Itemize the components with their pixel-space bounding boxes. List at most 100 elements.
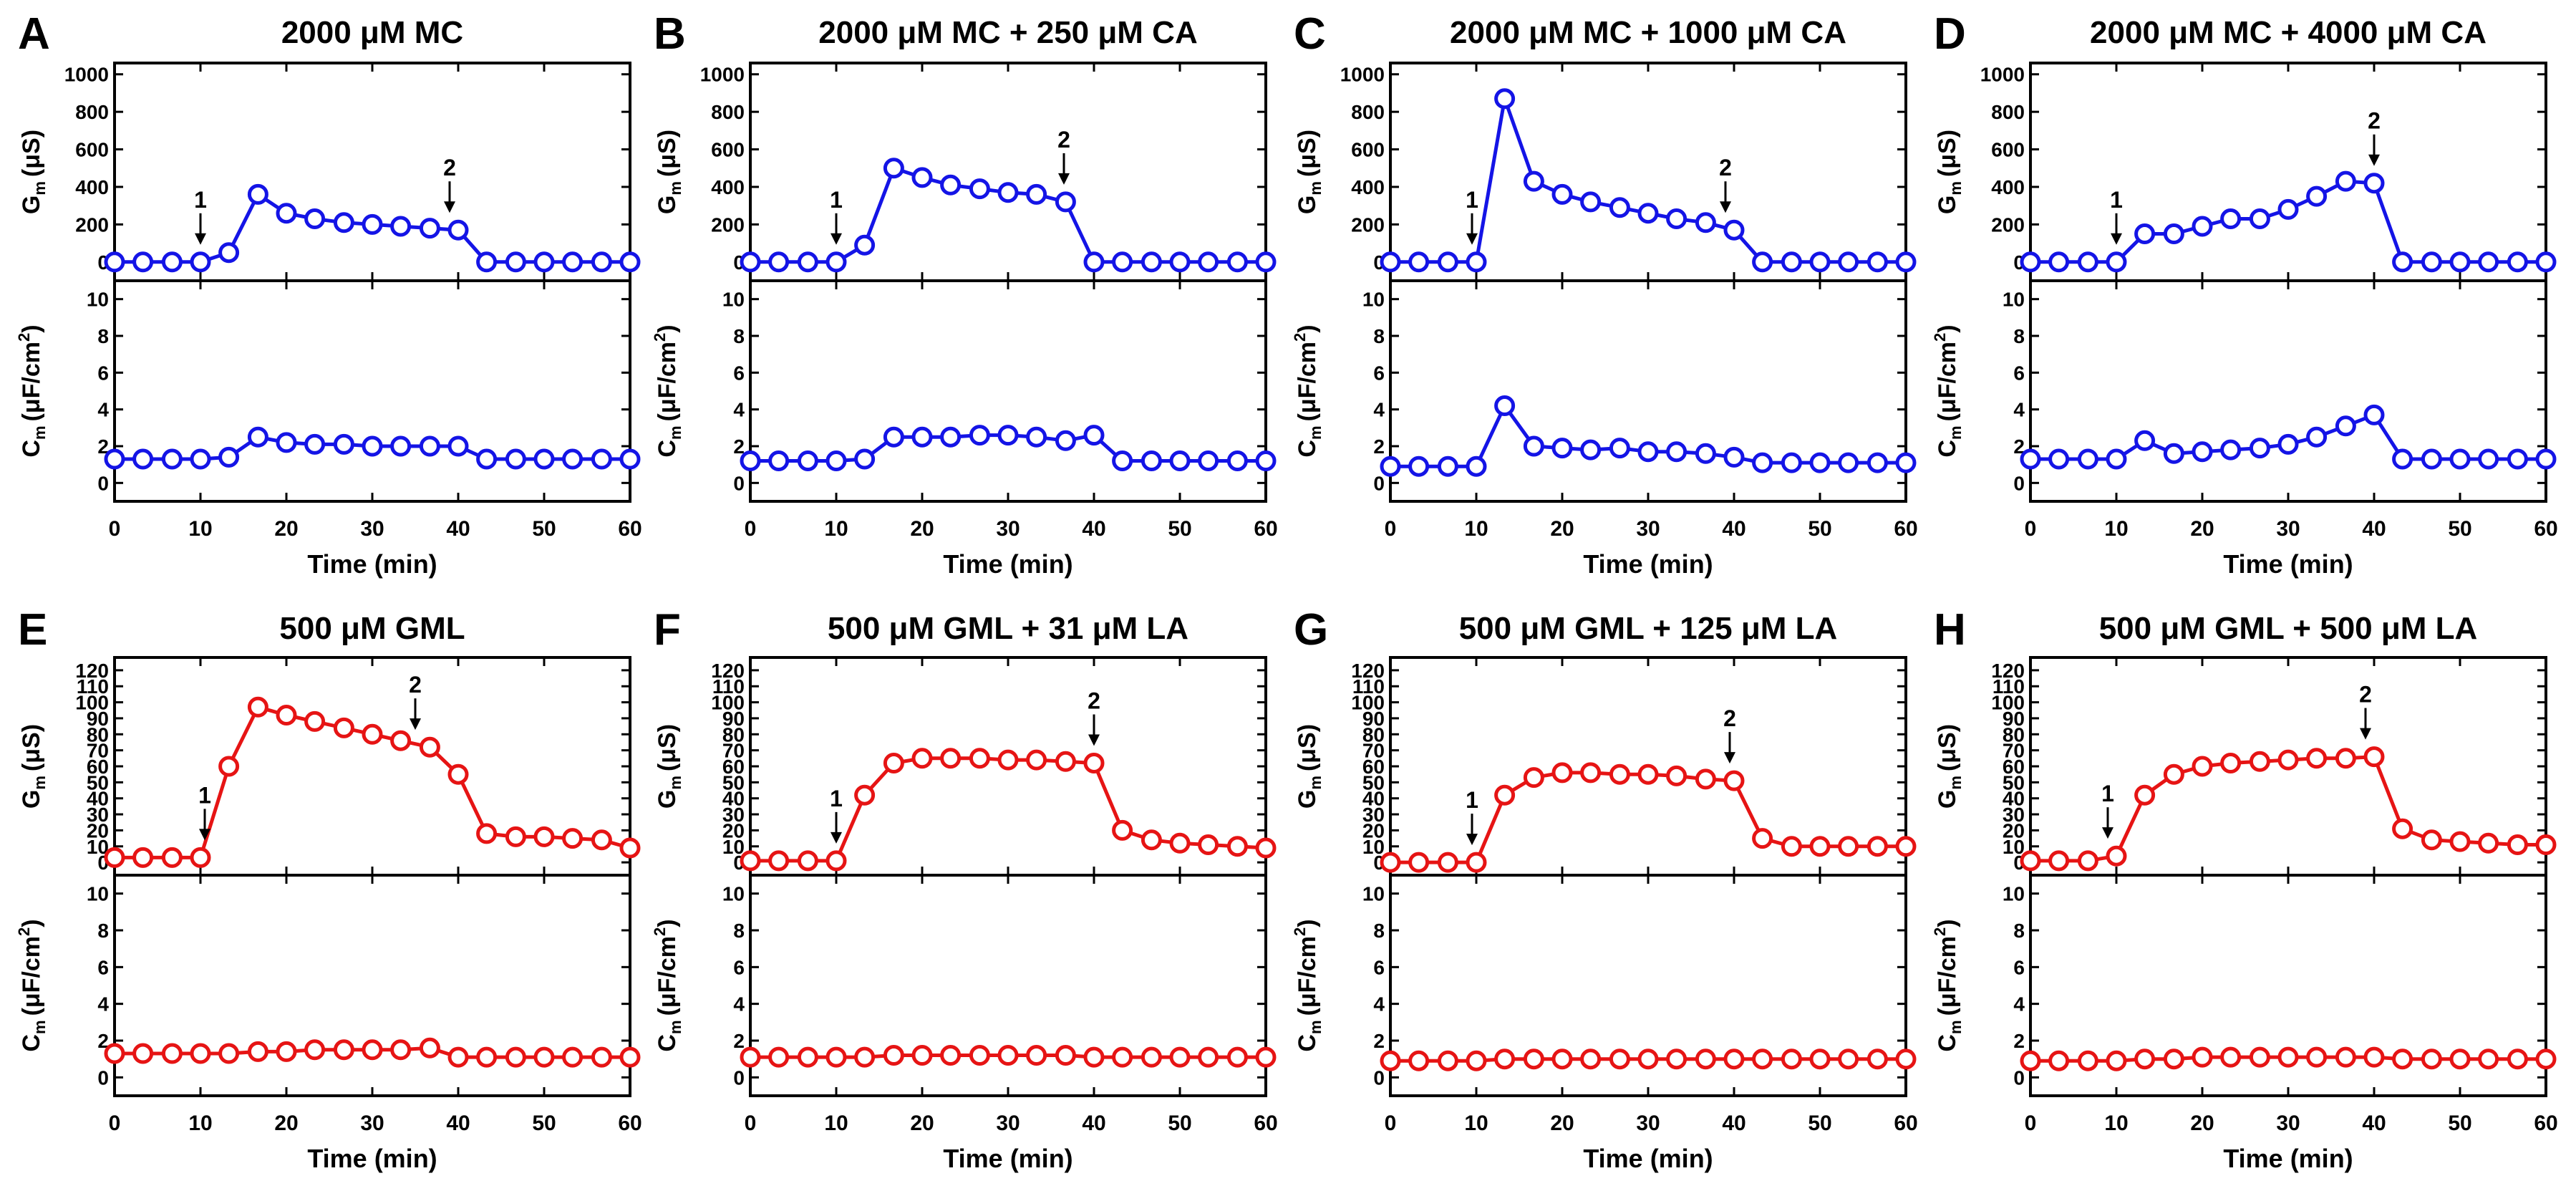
top-data-point (276, 203, 297, 224)
bottom-data-point (2392, 448, 2413, 470)
bottom-data-point (2192, 1046, 2213, 1068)
panel-letter: G (1294, 605, 1328, 655)
bottom-y-tick-label: 10 (722, 883, 745, 905)
bottom-data-point (2421, 448, 2442, 470)
bottom-data-point (1112, 450, 1133, 471)
top-y-label-sub: m (31, 776, 49, 790)
top-data-point (247, 696, 268, 718)
bottom-data-point (1169, 1046, 1191, 1068)
bottom-data-point (1637, 441, 1659, 463)
top-data-point (1226, 251, 1248, 273)
x-axis-label: Time (min) (1583, 1144, 1713, 1173)
bottom-y-label-close: ) (1934, 324, 1961, 332)
top-data-point (2249, 208, 2270, 229)
top-data-point (1226, 836, 1248, 857)
top-data-point (1523, 170, 1544, 192)
x-tick-label: 40 (1082, 517, 1105, 541)
bottom-y-label-close: ) (1294, 324, 1321, 332)
bottom-data-point (304, 1039, 326, 1061)
x-tick-label: 50 (1808, 517, 1831, 541)
bottom-data-point (1026, 1045, 1047, 1066)
bottom-data-point (740, 450, 761, 471)
bottom-y-axis-label: Cm (μF/cm2) (1291, 324, 1325, 457)
bottom-data-point (2277, 1046, 2299, 1068)
top-y-tick-label: 400 (75, 176, 109, 198)
top-data-point (132, 847, 154, 868)
bottom-y-label-unit: (μF/cm (1294, 936, 1321, 1016)
top-x-axis (1389, 63, 1907, 281)
bottom-data-point (1198, 1046, 1219, 1068)
top-data-point (2478, 832, 2499, 854)
top-data-point (1695, 768, 1716, 790)
x-tick-label: 60 (618, 517, 641, 541)
bottom-data-point (940, 426, 962, 448)
annotation-label: 2 (1057, 127, 1070, 153)
bottom-data-point (1408, 455, 1430, 477)
top-data-point (390, 216, 412, 237)
x-tick-label: 0 (745, 1112, 757, 1135)
top-y-tick-label: 90 (722, 708, 745, 730)
bottom-data-point (1226, 450, 1248, 471)
top-data-point (2249, 751, 2270, 772)
top-x-axis (749, 63, 1267, 281)
top-data-point (2077, 251, 2098, 273)
bottom-y-tick-label: 6 (2013, 362, 2025, 384)
top-data-point (1637, 763, 1659, 785)
bottom-data-point (2020, 1050, 2041, 1071)
top-y-tick-label: 50 (87, 771, 109, 794)
annotation-arrowhead (199, 829, 210, 841)
top-data-point (190, 251, 211, 273)
chart-panel-g: G 500 μM GML + 125 μM LA01020304050607080… (1291, 605, 1918, 1173)
bottom-data-point (2163, 443, 2184, 464)
bottom-data-point (1809, 452, 1831, 473)
bottom-data-point (1169, 450, 1191, 471)
x-tick-label: 0 (1385, 517, 1397, 541)
bottom-data-point (2249, 1046, 2270, 1068)
bottom-y-tick-label: 8 (1373, 920, 1385, 942)
top-y-tick-label: 800 (1991, 101, 2025, 123)
top-data-point (1781, 836, 1802, 857)
top-data-point (2163, 763, 2184, 785)
bottom-y-axis: 0 2 4 6 8 10 (1362, 289, 1906, 494)
bottom-data-point (1838, 452, 1859, 473)
x-tick-label: 0 (109, 1112, 121, 1135)
bottom-y-tick-label: 2 (1373, 1030, 1385, 1052)
bottom-y-tick-label: 8 (733, 325, 745, 347)
top-data-point (1895, 251, 1917, 273)
x-axis-label: Time (min) (2223, 549, 2353, 579)
bottom-x-axis: 0 10 20 30 40 50 60 (1385, 281, 1918, 541)
bottom-y-tick-label: 0 (733, 1066, 745, 1089)
top-data-point (1494, 784, 1516, 806)
bottom-data-point (940, 1045, 962, 1066)
bottom-data-point (247, 1041, 268, 1062)
top-data-point (161, 251, 183, 273)
top-y-label-unit: (μS) (654, 724, 681, 771)
top-y-tick-label: 120 (1991, 660, 2025, 682)
bottom-y-label-main: C (18, 440, 45, 458)
bottom-data-point (825, 450, 847, 471)
x-tick-label: 60 (1254, 1112, 1277, 1135)
top-y-tick-label: 200 (75, 213, 109, 236)
annotation-arrowhead (1466, 233, 1478, 245)
top-y-tick-label: 90 (87, 708, 109, 730)
bottom-data-point (1083, 425, 1105, 446)
bottom-data-point (1866, 452, 1888, 473)
bottom-data-point (997, 425, 1019, 446)
bottom-x-axis: 0 10 20 30 40 50 60 (1385, 875, 1918, 1135)
top-data-point (1838, 251, 1859, 273)
bottom-data-point (1380, 1050, 1401, 1071)
bottom-x-axis: 0 10 20 30 40 50 60 (2025, 875, 2558, 1135)
bottom-data-point (2363, 1046, 2385, 1068)
bottom-x-axis: 0 10 20 30 40 50 60 (2025, 281, 2558, 541)
top-y-tick-label: 60 (722, 756, 745, 778)
top-y-tick-label: 120 (75, 660, 109, 682)
top-data-point (911, 748, 933, 769)
top-y-tick-label: 600 (711, 139, 745, 161)
bottom-y-label-close: ) (18, 919, 45, 927)
annotation-label: 2 (2359, 682, 2372, 708)
top-data-point (940, 748, 962, 769)
chart-title: 500 μM GML + 31 μM LA (828, 611, 1188, 646)
x-tick-label: 10 (824, 1112, 848, 1135)
bottom-data-point (2507, 1048, 2528, 1070)
